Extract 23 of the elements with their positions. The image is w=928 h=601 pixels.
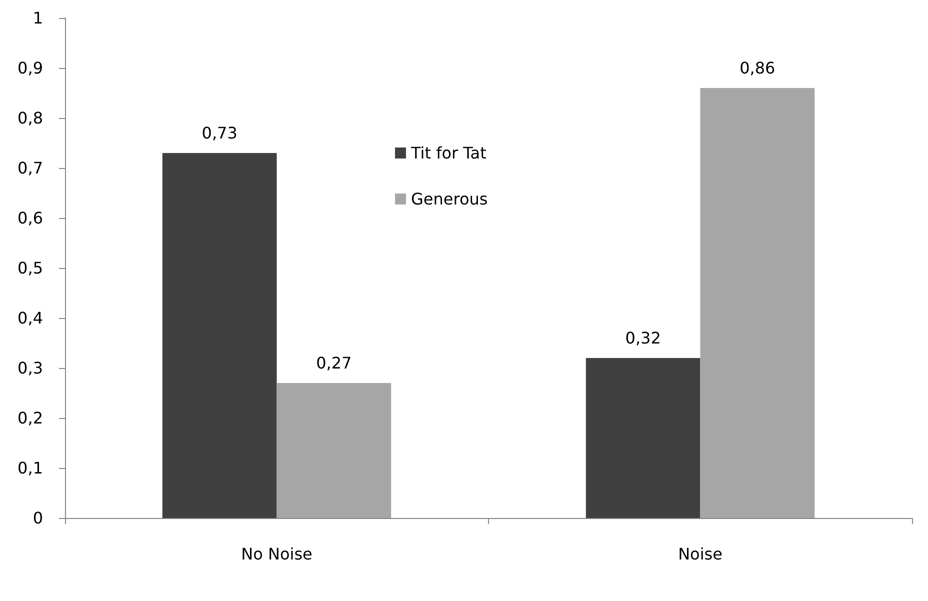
data-label: 0,73	[202, 124, 238, 142]
bar	[276, 383, 392, 518]
y-tick-label: 0,3	[18, 358, 43, 378]
y-tick-label: 0,8	[18, 108, 43, 128]
data-label: 0,86	[740, 58, 776, 78]
y-tick-label: 0,5	[18, 258, 43, 278]
legend-label: Tit for Tat	[410, 144, 486, 162]
y-tick-label: 0,1	[18, 458, 43, 478]
y-tick-label: 0	[32, 508, 43, 528]
y-tick-label: 1	[32, 8, 43, 28]
bar	[700, 88, 815, 518]
legend-label: Generous	[411, 190, 488, 208]
y-tick-label: 0,6	[18, 208, 43, 228]
bar	[162, 153, 277, 518]
y-tick-label: 0,9	[18, 58, 43, 78]
data-label: 0,32	[625, 328, 661, 348]
bar	[586, 358, 700, 518]
x-tick-label: No Noise	[241, 544, 312, 564]
x-tick-label: Noise	[678, 544, 722, 564]
y-tick-label: 0,7	[18, 158, 43, 178]
y-tick-label: 0,4	[18, 308, 43, 328]
y-tick-label: 0,2	[18, 408, 43, 428]
data-label: 0,27	[316, 354, 352, 372]
